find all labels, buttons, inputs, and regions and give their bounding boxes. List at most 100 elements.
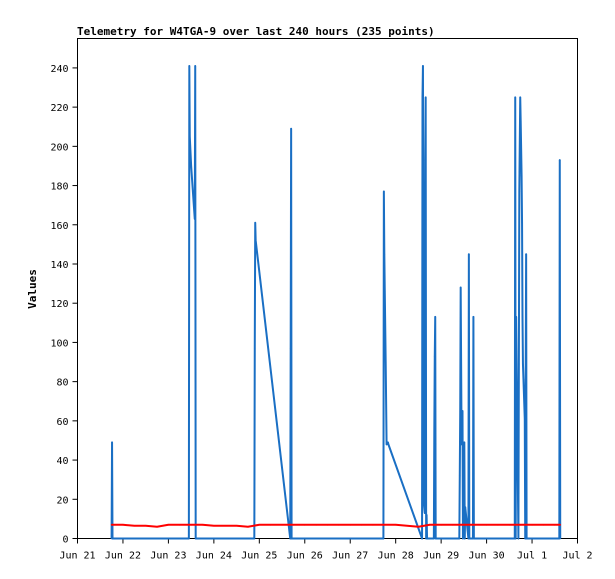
y-tick-label: 0	[62, 535, 68, 546]
x-tick-label: Jun 26	[287, 551, 323, 562]
data-point	[224, 524, 227, 527]
data-point	[468, 537, 471, 540]
data-point	[178, 523, 181, 526]
data-point	[194, 65, 197, 67]
data-point	[424, 159, 427, 161]
data-point	[559, 537, 562, 540]
data-point	[497, 523, 499, 526]
x-tick-label: Jun 24	[196, 551, 232, 562]
x-axis-ticks: Jun 21 Jun 22 Jun 23 Jun 24 Jun 25 Jun 26 Jun …	[59, 538, 593, 562]
y-tick-label: 100	[50, 338, 68, 349]
data-point	[235, 524, 238, 527]
data-point	[188, 65, 191, 67]
data-point	[559, 523, 562, 526]
data-point	[253, 537, 256, 540]
data-point	[518, 363, 520, 365]
data-point	[190, 523, 192, 526]
data-point	[458, 474, 461, 477]
x-tick-label: Jun 29	[423, 551, 459, 562]
x-tick-label: Jun 22	[105, 551, 141, 562]
x-tick-label: Jul 1	[517, 551, 547, 562]
data-point	[524, 537, 527, 540]
data-point	[427, 537, 429, 540]
data-point	[521, 316, 524, 318]
data-point	[514, 537, 517, 540]
chart-title: Telemetry for W4TGA-9 over last 240 hour…	[77, 25, 435, 38]
data-point	[190, 165, 192, 167]
data-point	[424, 96, 427, 99]
data-point	[460, 443, 463, 446]
data-point	[387, 441, 389, 444]
data-point	[383, 523, 386, 526]
y-tick-label: 40	[56, 456, 68, 467]
data-point	[133, 524, 136, 527]
data-point	[254, 222, 257, 224]
data-point	[290, 537, 293, 540]
x-tick-label: Jun 21	[59, 551, 95, 562]
y-tick-label: 200	[50, 142, 68, 153]
data-point	[514, 96, 517, 99]
data-point	[213, 524, 215, 527]
data-point	[423, 512, 426, 514]
data-point	[433, 355, 436, 357]
data-point	[394, 523, 397, 526]
data-point	[167, 523, 170, 526]
series-2-points	[110, 523, 562, 528]
x-tick-label: Jul 2	[562, 551, 592, 562]
y-axis-label: Values	[26, 269, 39, 309]
data-point	[468, 253, 470, 255]
data-point	[156, 525, 158, 528]
data-point	[463, 523, 465, 526]
series-group	[110, 64, 562, 540]
data-point	[406, 524, 408, 527]
data-point	[423, 502, 425, 505]
series-1-points	[110, 65, 562, 540]
data-point	[520, 174, 523, 177]
data-point	[521, 222, 523, 224]
data-point	[433, 537, 435, 540]
data-point	[289, 347, 292, 350]
data-point	[111, 537, 114, 540]
x-tick-label: Jun 23	[150, 551, 186, 562]
data-point	[458, 537, 461, 540]
data-point	[385, 443, 388, 446]
data-point	[434, 537, 437, 540]
data-point	[518, 190, 521, 193]
data-point	[462, 492, 465, 495]
data-point	[193, 218, 196, 220]
data-point	[122, 523, 124, 526]
x-tick-label: Jun 28	[378, 551, 414, 562]
data-point	[463, 537, 466, 540]
data-point	[382, 537, 385, 540]
data-point	[459, 286, 462, 289]
data-point	[254, 239, 257, 242]
x-tick-label: Jun 25	[241, 551, 277, 562]
data-point	[553, 523, 556, 526]
data-point	[289, 537, 292, 540]
series-line-2	[111, 523, 561, 528]
y-tick-label: 140	[50, 260, 68, 271]
data-point	[315, 523, 317, 526]
data-point	[110, 523, 113, 526]
data-point	[524, 378, 527, 381]
data-point	[508, 523, 511, 526]
y-tick-label: 220	[50, 103, 68, 114]
data-point	[463, 441, 466, 444]
data-point	[459, 410, 462, 412]
data-point	[464, 506, 467, 508]
data-point	[201, 523, 204, 526]
data-point	[326, 523, 329, 526]
data-point	[383, 253, 386, 255]
data-point	[451, 523, 454, 526]
y-tick-label: 180	[50, 182, 68, 193]
series-line-1	[110, 64, 562, 540]
y-tick-label: 120	[50, 299, 68, 310]
data-point	[383, 190, 385, 193]
data-point	[269, 523, 272, 526]
data-point	[525, 253, 527, 255]
x-tick-label: Jun 30	[469, 551, 505, 562]
data-point	[111, 441, 113, 444]
data-point	[422, 65, 424, 67]
plot-frame	[77, 38, 578, 539]
